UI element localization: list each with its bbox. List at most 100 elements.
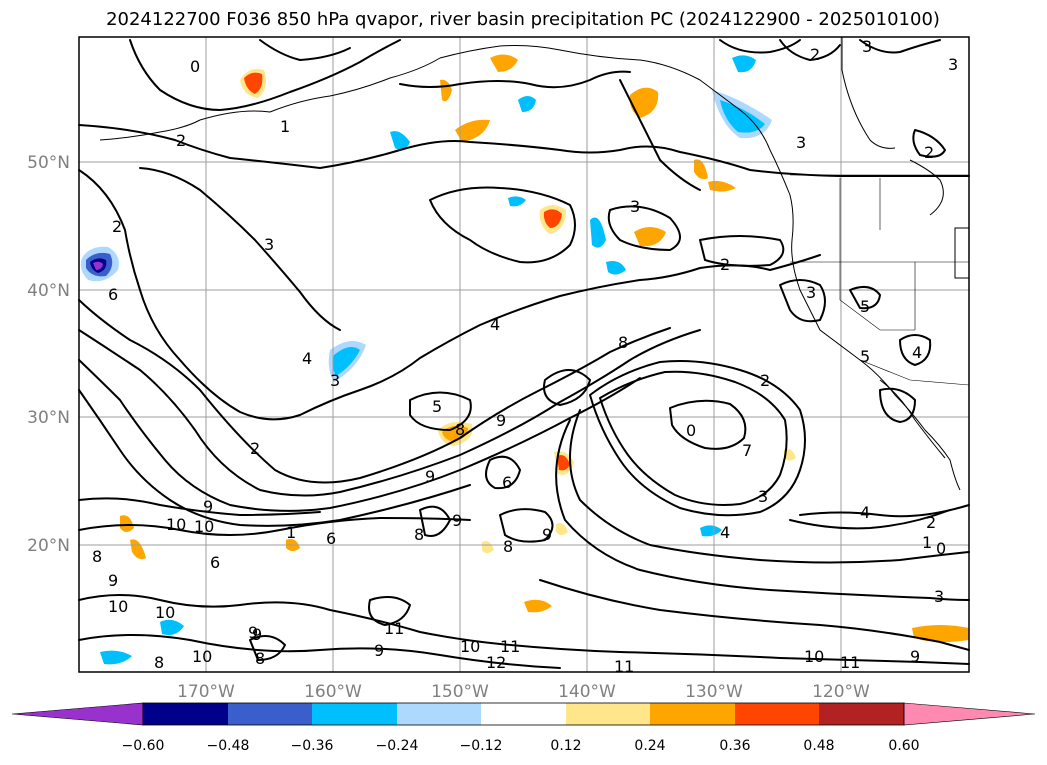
lat-label: 20°N bbox=[27, 536, 70, 556]
contour-labels: 0 2 1 2 3 3 2 3 3 3 2 2 6 3 4 4 8 5 3 5 … bbox=[92, 37, 958, 676]
contour-label: 1 bbox=[280, 117, 290, 136]
contour-label: 6 bbox=[108, 285, 118, 304]
negative-pc-patch bbox=[732, 55, 756, 73]
contour-label: 3 bbox=[630, 197, 640, 216]
positive-pc-patch bbox=[694, 159, 708, 180]
contour-label: 10 bbox=[804, 647, 824, 666]
qvapor-contours bbox=[78, 39, 970, 669]
contour-label: 6 bbox=[210, 553, 220, 572]
negative-pc-patch bbox=[160, 619, 184, 635]
colorbar-labels: −0.60 −0.48 −0.36 −0.24 −0.12 0.12 0.24 … bbox=[122, 738, 920, 754]
positive-pc-patch bbox=[556, 523, 568, 535]
contour-label: 3 bbox=[862, 37, 872, 56]
contour-label: 6 bbox=[326, 529, 336, 548]
contour-label: 3 bbox=[806, 283, 816, 302]
contour-label: 11 bbox=[614, 657, 634, 676]
contour-label: 2 bbox=[926, 513, 936, 532]
contour-label: 9 bbox=[542, 525, 552, 544]
positive-pc-patch bbox=[634, 227, 666, 247]
colorbar-segment bbox=[819, 703, 904, 725]
contour-label: 2 bbox=[112, 217, 122, 236]
colorbar-segment bbox=[566, 703, 650, 725]
contour-label: 1 bbox=[286, 523, 296, 542]
colorbar-max-extension bbox=[903, 702, 1036, 726]
contour-label: 10 bbox=[108, 597, 128, 616]
contour-label: 3 bbox=[948, 55, 958, 74]
contour-label: 2 bbox=[924, 143, 934, 162]
contour-label: 4 bbox=[302, 349, 312, 368]
positive-pc-patch bbox=[130, 539, 146, 560]
colorbar-tick-label: 0.12 bbox=[550, 738, 581, 754]
lat-label: 30°N bbox=[27, 408, 70, 428]
negative-pc-patch bbox=[606, 261, 626, 275]
negative-pc-patch bbox=[332, 346, 360, 376]
latitude-labels: 50°N 40°N 30°N 20°N bbox=[27, 153, 70, 556]
colorbar-tick-label: 0.36 bbox=[719, 738, 750, 754]
graticule bbox=[79, 37, 969, 672]
colorbar-segment bbox=[650, 703, 735, 725]
colorbar-outline bbox=[142, 702, 905, 726]
positive-pc-patch bbox=[912, 625, 969, 643]
colorbar-tick-label: 0.24 bbox=[634, 738, 665, 754]
contour-label: 7 bbox=[742, 441, 752, 460]
lon-label: 150°W bbox=[431, 682, 489, 702]
contour-label: 2 bbox=[250, 439, 260, 458]
positive-pc-patch bbox=[490, 54, 518, 72]
negative-pc-patch bbox=[720, 100, 765, 133]
contour-label: 9 bbox=[425, 467, 435, 486]
lon-label: 130°W bbox=[685, 682, 743, 702]
contour-label: 5 bbox=[432, 397, 442, 416]
contour-label: 3 bbox=[758, 487, 768, 506]
lon-label: 140°W bbox=[558, 682, 616, 702]
contour-label: 0 bbox=[686, 421, 696, 440]
colorbar-min-extension bbox=[11, 702, 144, 726]
positive-pc-patch bbox=[482, 541, 494, 553]
colorbar-segment bbox=[143, 703, 228, 725]
colorbar-segment bbox=[228, 703, 312, 725]
contour-label: 9 bbox=[374, 641, 384, 660]
colorbar-tick-label: −0.36 bbox=[291, 738, 334, 754]
positive-pc-patch bbox=[543, 209, 562, 228]
lon-label: 160°W bbox=[304, 682, 362, 702]
positive-pc-patch bbox=[629, 87, 659, 118]
contour-label: 2 bbox=[760, 371, 770, 390]
contour-label: 5 bbox=[860, 297, 870, 316]
colorbar-tick-label: 0.60 bbox=[888, 738, 919, 754]
contour-label: 12 bbox=[486, 653, 506, 672]
contour-label: 0 bbox=[936, 539, 946, 558]
contour-label: 2 bbox=[810, 45, 820, 64]
contour-label: 4 bbox=[720, 523, 730, 542]
contour-label: 10 bbox=[460, 637, 480, 656]
positive-pc-patch bbox=[455, 119, 490, 142]
contour-label: 11 bbox=[840, 653, 860, 672]
lon-label: 170°W bbox=[177, 682, 235, 702]
colorbar-tick-label: 0.48 bbox=[803, 738, 834, 754]
colorbar-segment bbox=[312, 703, 397, 725]
contour-label: 2 bbox=[720, 255, 730, 274]
colorbar-segment bbox=[397, 703, 481, 725]
contour-label: 3 bbox=[796, 133, 806, 152]
positive-pc-patch bbox=[120, 515, 134, 532]
map-panel: 0 2 1 2 3 3 2 3 3 3 2 2 6 3 4 4 8 5 3 5 … bbox=[78, 36, 970, 676]
negative-pc-patch bbox=[518, 96, 536, 112]
contour-label: 9 bbox=[910, 647, 920, 666]
longitude-labels: 170°W 160°W 150°W 140°W 130°W 120°W bbox=[177, 682, 870, 702]
contour-label: 10 bbox=[166, 515, 186, 534]
contour-label: 8 bbox=[455, 420, 465, 439]
contour-label: 0 bbox=[190, 57, 200, 76]
contour-label: 8 bbox=[414, 525, 424, 544]
colorbar-tick-label: −0.12 bbox=[460, 738, 503, 754]
contour-label: 8 bbox=[618, 333, 628, 352]
contour-label: 9 bbox=[452, 511, 462, 530]
pc-shading bbox=[80, 54, 969, 665]
colorbar-segment bbox=[735, 703, 819, 725]
positive-pc-patch bbox=[244, 72, 263, 94]
contour-label: 8 bbox=[255, 649, 265, 668]
contour-label: 6 bbox=[502, 473, 512, 492]
negative-pc-patch bbox=[700, 525, 722, 537]
contour-label: 3 bbox=[330, 371, 340, 390]
contour-label: 2 bbox=[176, 131, 186, 150]
contour-label: 4 bbox=[912, 343, 922, 362]
contour-label: 3 bbox=[264, 235, 274, 254]
colorbar-segment bbox=[481, 703, 566, 725]
